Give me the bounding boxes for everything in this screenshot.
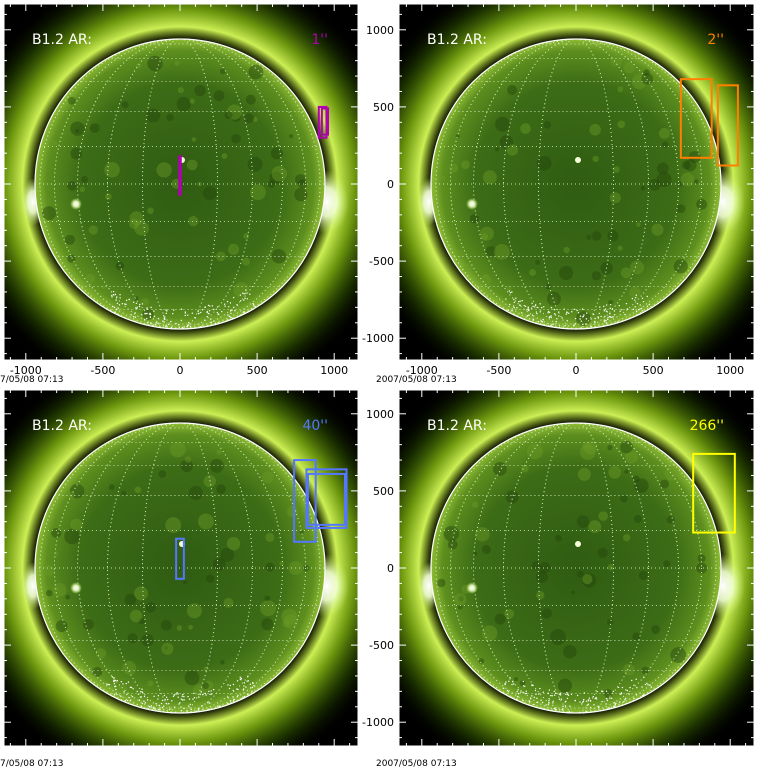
solar-panel: B1.2 AR: 2'' -1000 -500 0 500 1000 1000 500 0 -500… <box>362 3 755 385</box>
panel-scale-label: 2'' <box>707 32 724 48</box>
region-box <box>317 105 328 139</box>
timestamp: 7/05/08 07:13 <box>0 375 64 385</box>
solar-panel: B1.2 AR: 40'' 7/05/08 07:13 <box>0 389 359 768</box>
x-tick-label: -500 <box>486 364 511 377</box>
x-tick-label: 500 <box>247 364 268 377</box>
x-tick-label: 500 <box>643 364 664 377</box>
region-box <box>175 537 185 580</box>
region-box <box>320 107 330 136</box>
region-box <box>293 459 317 543</box>
panel-scale-label: 1'' <box>311 32 328 48</box>
y-tick-label: 0 <box>387 562 394 575</box>
solar-limb <box>430 38 722 330</box>
solar-panel: B1.2 AR: 1'' -1000 -500 0 500 1000 7/05/08 07:1… <box>0 3 359 385</box>
pole-grid-dots <box>505 290 650 330</box>
y-tick-label: -500 <box>369 639 394 652</box>
solar-limb <box>430 422 722 714</box>
active-region <box>70 198 82 210</box>
axis-ticks <box>399 4 754 360</box>
panel-scale-label: 266'' <box>690 418 724 434</box>
disk-texture <box>437 440 708 706</box>
x-tick-label: -1000 <box>10 364 42 377</box>
active-region <box>466 582 478 594</box>
solar-limb <box>34 38 326 330</box>
region-box <box>716 84 739 167</box>
panel-title: B1.2 AR: <box>32 32 92 48</box>
y-tick-label: 1000 <box>366 408 394 421</box>
timestamp: 7/05/08 07:13 <box>0 759 64 768</box>
panel-title: B1.2 AR: <box>427 32 487 48</box>
region-box <box>178 155 182 196</box>
panel-title: B1.2 AR: <box>32 418 92 434</box>
panel-scale-label: 40'' <box>302 418 328 434</box>
y-tick-label: 0 <box>387 178 394 191</box>
y-tick-label: -1000 <box>362 332 394 345</box>
x-tick-label: 0 <box>177 364 184 377</box>
x-tick-label: -1000 <box>406 364 438 377</box>
region-box <box>679 78 713 159</box>
y-tick-label: -500 <box>369 255 394 268</box>
axis-ticks <box>4 390 358 746</box>
active-region <box>575 157 581 163</box>
plot-frame <box>3 3 359 361</box>
timestamp: 2007/05/08 07:13 <box>376 759 457 768</box>
axis-ticks <box>399 390 754 746</box>
region-box <box>306 472 346 526</box>
y-tick-label: 500 <box>373 485 394 498</box>
disk-texture <box>42 441 310 699</box>
active-region <box>70 582 82 594</box>
y-tick-label: 1000 <box>366 24 394 37</box>
pole-grid-dots <box>109 289 257 330</box>
y-tick-label: -1000 <box>362 716 394 729</box>
y-tick-label: 500 <box>373 101 394 114</box>
region-box <box>692 452 736 534</box>
x-tick-label: -500 <box>90 364 115 377</box>
panel-title: B1.2 AR: <box>427 418 487 434</box>
axis-ticks <box>4 4 358 360</box>
active-region <box>466 198 478 210</box>
active-region <box>575 541 581 547</box>
x-tick-label: 1000 <box>320 364 348 377</box>
pole-grid-dots <box>106 675 256 713</box>
solar-panel: B1.2 AR: 266'' 1000 500 0 -500 -1000 2007/05/08… <box>362 389 755 768</box>
timestamp: 2007/05/08 07:13 <box>376 375 457 385</box>
disk-texture <box>41 55 308 321</box>
x-tick-label: 0 <box>573 364 580 377</box>
region-box <box>305 468 348 529</box>
solar-limb <box>34 422 326 714</box>
x-tick-label: 1000 <box>716 364 744 377</box>
